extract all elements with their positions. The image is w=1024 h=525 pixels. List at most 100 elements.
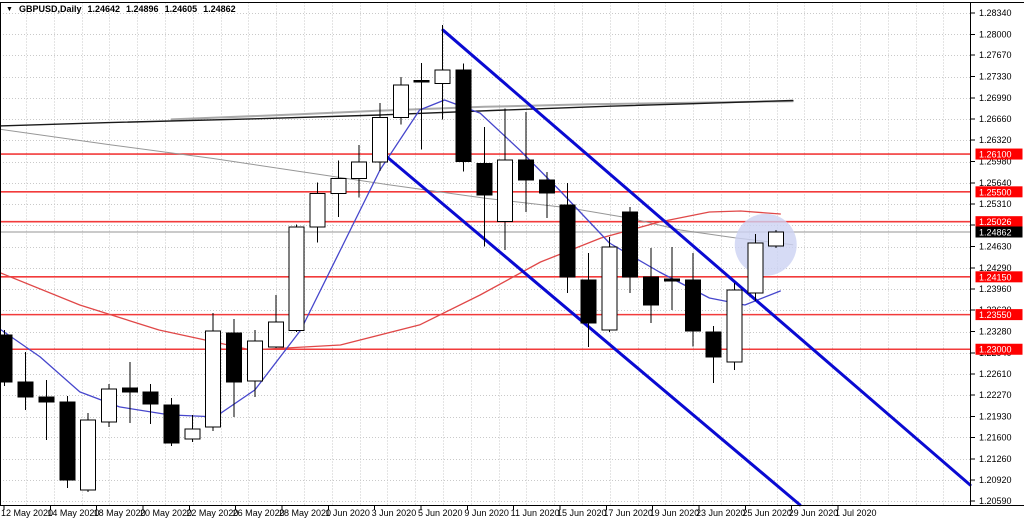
- candle[interactable]: [768, 229, 785, 249]
- candle-body: [309, 192, 326, 228]
- candle[interactable]: [455, 63, 472, 172]
- date-label: 25 Jun 2020: [742, 508, 792, 518]
- candle[interactable]: [643, 247, 660, 323]
- ohlc-close: 1.24862: [203, 4, 236, 14]
- candle[interactable]: [142, 383, 159, 424]
- candle[interactable]: [330, 160, 347, 218]
- candle[interactable]: [267, 294, 284, 348]
- candle-body: [142, 391, 159, 405]
- candle[interactable]: [17, 351, 34, 410]
- candle[interactable]: [100, 383, 117, 427]
- candle[interactable]: [38, 379, 55, 440]
- candle[interactable]: [726, 283, 743, 370]
- candle[interactable]: [684, 252, 701, 347]
- level-price-tag: 1.25500: [975, 186, 1023, 198]
- channel-upper[interactable]: [441, 28, 972, 487]
- chart-frame: [0, 2, 1024, 506]
- price-tick-label: 1.21930: [979, 412, 1012, 422]
- level-price-tag-bg: [975, 343, 1023, 355]
- date-label: 28 May 2020: [279, 508, 331, 518]
- candle-body: [580, 279, 597, 324]
- highlight-circle: [734, 213, 797, 276]
- collapse-ohlc-icon[interactable]: ▼: [6, 5, 13, 13]
- price-tick-label: 1.20920: [979, 475, 1012, 485]
- candle[interactable]: [601, 236, 618, 332]
- candle[interactable]: [392, 76, 409, 125]
- ohlc-low: 1.24605: [164, 4, 198, 14]
- candle[interactable]: [184, 414, 201, 442]
- candle[interactable]: [622, 207, 639, 293]
- level-price-tag: 1.23000: [975, 343, 1023, 355]
- date-label: 3 Jun 2020: [372, 508, 417, 518]
- price-tick-label: 1.28340: [979, 8, 1012, 18]
- candle[interactable]: [309, 182, 326, 243]
- moving-averages: [0, 99, 794, 418]
- candle[interactable]: [246, 329, 263, 397]
- channel-lower[interactable]: [385, 155, 802, 507]
- candle-body: [121, 387, 138, 393]
- candle[interactable]: [121, 361, 138, 423]
- candle[interactable]: [80, 412, 97, 492]
- candle[interactable]: [205, 312, 222, 431]
- candle[interactable]: [351, 145, 368, 198]
- candle[interactable]: [580, 252, 597, 347]
- candle-body: [288, 226, 305, 331]
- candle[interactable]: [434, 25, 451, 120]
- date-label: 9 Jun 2020: [464, 508, 509, 518]
- date-label: 23 Jun 2020: [696, 508, 746, 518]
- price-tick-label: 1.22270: [979, 390, 1012, 400]
- date-label: 26 May 2020: [233, 508, 285, 518]
- current-price-tag-label: 1.24862: [979, 228, 1012, 238]
- candle-body: [622, 211, 639, 278]
- candle-body: [59, 401, 76, 481]
- candle[interactable]: [163, 397, 180, 446]
- candle-body: [476, 162, 493, 196]
- candle[interactable]: [413, 62, 430, 150]
- candle-body: [184, 428, 201, 440]
- candle[interactable]: [559, 183, 576, 293]
- price-axis[interactable]: 1.28340 1.28000 1.27670 1.27330 1.26990 1.266…: [970, 8, 1023, 506]
- level-price-tag: 1.25026: [975, 216, 1023, 228]
- candle-body: [205, 330, 222, 428]
- date-label: 11 Jun 2020: [511, 508, 560, 518]
- candle[interactable]: [59, 395, 76, 488]
- level-price-tag-label: 1.26100: [979, 150, 1012, 160]
- candle[interactable]: [705, 325, 722, 383]
- candle-body: [17, 381, 34, 398]
- price-tick-label: 1.28000: [979, 29, 1012, 39]
- candle-body: [601, 246, 618, 331]
- price-tick-label: 1.26660: [979, 114, 1012, 124]
- price-tick-label: 1.25980: [979, 157, 1012, 167]
- grid: [0, 2, 970, 505]
- date-label: 1 Jul 2020: [835, 508, 877, 518]
- price-tick-label: 1.27330: [979, 72, 1012, 82]
- candle[interactable]: [497, 108, 514, 251]
- candle-body: [246, 340, 263, 382]
- candle-body: [226, 332, 243, 383]
- trend-channel: [385, 28, 972, 507]
- level-price-tag-bg: [975, 148, 1023, 160]
- date-label: 1 Jun 2020: [325, 508, 370, 518]
- candle[interactable]: [288, 224, 305, 333]
- candle[interactable]: [0, 329, 13, 386]
- price-tick-label: 1.27670: [979, 50, 1012, 60]
- candle[interactable]: [226, 318, 243, 417]
- candle[interactable]: [747, 234, 764, 302]
- candle-body: [684, 279, 701, 332]
- candle-body: [559, 204, 576, 278]
- level-price-tag: 1.26100: [975, 148, 1023, 160]
- candles: [0, 25, 785, 492]
- date-label: 29 Jun 2020: [789, 508, 839, 518]
- ma-gray-flat: [170, 100, 794, 121]
- candle[interactable]: [372, 103, 388, 171]
- candle[interactable]: [517, 112, 534, 213]
- price-tick-label: 1.26990: [979, 93, 1012, 103]
- candle[interactable]: [538, 172, 555, 219]
- candle[interactable]: [663, 246, 680, 310]
- date-label: 22 May 2020: [186, 508, 238, 518]
- candle[interactable]: [476, 126, 493, 247]
- candle-body: [0, 334, 13, 383]
